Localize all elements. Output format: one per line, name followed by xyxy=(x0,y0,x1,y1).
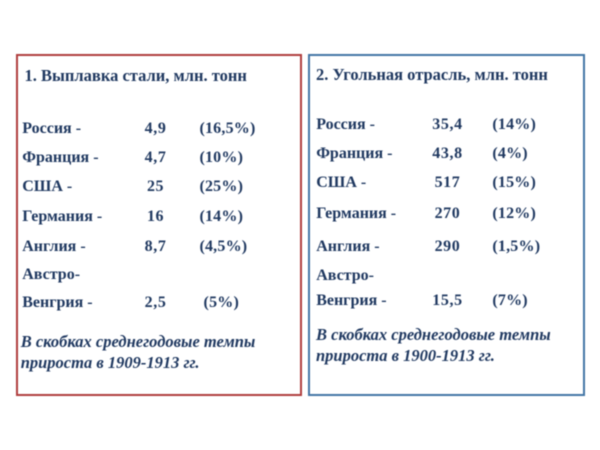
coal-row-usa: США - 517 (15%) xyxy=(316,174,536,192)
steel-row-russia: Россия - 4,9 (16,5%) xyxy=(22,120,255,138)
steel-row-france: Франция - 4,7 (10%) xyxy=(22,149,243,167)
coal-industry-panel: 2. Угольная отрасль, млн. тонн Россия - … xyxy=(308,54,585,396)
steel-row-england: Англия - 8,7 (4,5%) xyxy=(22,237,247,256)
coal-row-austria-line2: Венгрия - 15,5 (7%) xyxy=(316,291,527,310)
value: 43,8 xyxy=(432,145,463,163)
coal-note-line2: прироста в 1900-1913 гг. xyxy=(316,345,495,365)
country-label: Франция - xyxy=(22,149,99,167)
percent: (7%) xyxy=(492,291,528,309)
steel-row-austria-line2: Венгрия - 2,5 (5%) xyxy=(22,294,239,312)
country-label: Россия - xyxy=(22,120,82,138)
percent: (25%) xyxy=(199,178,244,196)
coal-row-france: Франция - 43,8 (4%) xyxy=(316,145,527,163)
value: 270 xyxy=(434,205,461,223)
value: 2,5 xyxy=(144,294,167,312)
country-label: Австро- xyxy=(316,266,374,284)
percent: (14%) xyxy=(199,208,244,226)
coal-note-line1: В скобках среднегодовые темпы xyxy=(316,325,551,345)
value: 25 xyxy=(146,178,165,196)
percent: (5%) xyxy=(203,294,240,312)
percent: (15%) xyxy=(492,174,537,192)
steel-panel-title: 1. Выплавка стали, млн. тонн xyxy=(24,66,247,86)
country-label: Англия - xyxy=(22,237,86,255)
country-label: Австро- xyxy=(22,265,81,283)
percent: (12%) xyxy=(492,205,537,223)
coal-row-russia: Россия - 35,4 (14%) xyxy=(316,116,536,134)
steel-row-germany: Германия - 16 (14%) xyxy=(22,208,243,226)
country-label: Россия - xyxy=(316,116,375,134)
country-label: Венгрия - xyxy=(316,291,387,309)
coal-row-austria-line1: Австро- xyxy=(316,267,374,285)
steel-row-austria-line1: Австро- xyxy=(22,266,80,284)
percent: (1,5%) xyxy=(492,237,541,255)
country-label: Франция - xyxy=(316,145,393,163)
coal-panel-title: 2. Угольная отрасль, млн. тонн xyxy=(316,64,548,84)
coal-row-germany: Германия - 270 (12%) xyxy=(316,205,536,223)
country-label: США - xyxy=(22,178,73,196)
country-label: США - xyxy=(316,174,367,192)
value: 290 xyxy=(434,237,461,255)
country-label: Венгрия - xyxy=(22,294,93,312)
value: 4,7 xyxy=(144,149,167,167)
value: 4,9 xyxy=(144,120,167,138)
percent: (14%) xyxy=(492,116,537,134)
steel-note-line1: В скобках среднегодовые темпы xyxy=(20,332,256,352)
value: 8,7 xyxy=(144,237,167,255)
steel-note-line2: прироста в 1909-1913 гг. xyxy=(20,352,200,372)
steel-production-panel: 1. Выплавка стали, млн. тонн Россия - 4,… xyxy=(15,54,302,396)
steel-row-usa: США - 25 (25%) xyxy=(22,178,243,196)
value: 15,5 xyxy=(432,291,463,309)
country-label: Германия - xyxy=(22,208,103,226)
value: 35,4 xyxy=(432,116,463,134)
percent: (16,5%) xyxy=(199,120,256,138)
country-label: Англия - xyxy=(316,237,380,255)
country-label: Германия - xyxy=(316,205,397,223)
value: 16 xyxy=(146,208,165,226)
value: 517 xyxy=(434,174,461,192)
percent: (4%) xyxy=(492,145,528,163)
percent: (10%) xyxy=(199,149,244,167)
percent: (4,5%) xyxy=(199,237,248,255)
coal-row-england: Англия - 290 (1,5%) xyxy=(316,237,540,256)
